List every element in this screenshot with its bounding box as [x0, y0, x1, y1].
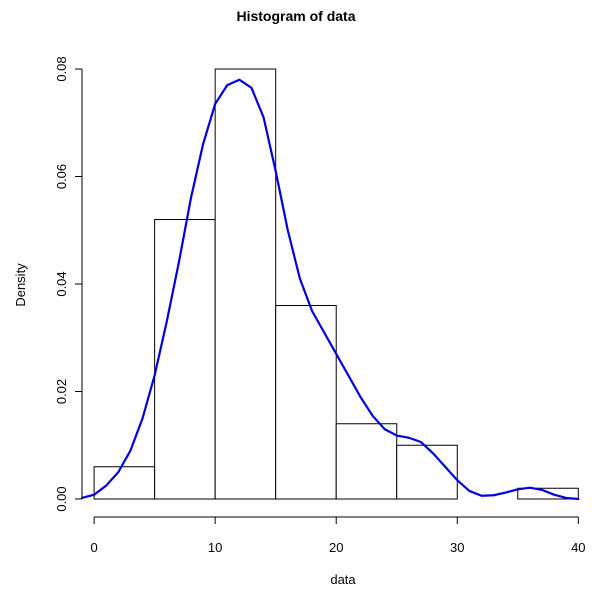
- histogram-bar-5: [396, 444, 458, 500]
- x-axis: 0 10 20 30 40: [90, 516, 586, 555]
- histogram-bar-3: [275, 305, 337, 500]
- y-tick-label-3: 0.06: [54, 164, 69, 189]
- x-tick-label-1: 10: [208, 540, 222, 555]
- density-curve-group: [80, 78, 580, 501]
- histogram-bar-0: [93, 466, 156, 500]
- x-axis-label: data: [330, 572, 356, 587]
- y-tick-label-2: 0.04: [54, 271, 69, 296]
- histogram-bar-1: [154, 219, 216, 500]
- histogram-bar-4: [335, 423, 398, 500]
- y-tick-label-0: 0.00: [54, 486, 69, 511]
- chart-title: Histogram of data: [236, 8, 355, 24]
- x-tick-label-4: 40: [571, 540, 585, 555]
- y-axis: 0.00 0.02 0.04 0.06 0.08: [54, 56, 83, 512]
- x-tick-label-2: 20: [329, 540, 343, 555]
- histogram-bars: [93, 68, 579, 500]
- histogram-bar-2: [214, 68, 277, 500]
- y-axis-label: Density: [13, 263, 28, 307]
- y-tick-label-4: 0.08: [54, 56, 69, 81]
- histogram-bar-7: [517, 487, 579, 500]
- y-tick-label-1: 0.02: [54, 379, 69, 404]
- x-tick-label-3: 30: [450, 540, 464, 555]
- x-tick-label-0: 0: [90, 540, 97, 555]
- density-curve: [80, 78, 580, 501]
